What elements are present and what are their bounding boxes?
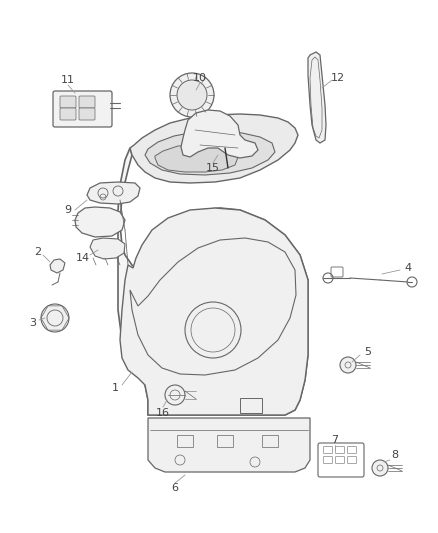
Text: 16: 16 — [156, 408, 170, 418]
Text: 7: 7 — [332, 435, 339, 445]
Polygon shape — [75, 207, 125, 237]
Circle shape — [177, 80, 207, 110]
Polygon shape — [155, 145, 238, 172]
FancyBboxPatch shape — [60, 108, 76, 120]
Circle shape — [372, 460, 388, 476]
Polygon shape — [148, 418, 310, 472]
Circle shape — [41, 304, 69, 332]
Text: 6: 6 — [172, 483, 179, 493]
Polygon shape — [181, 110, 258, 158]
Text: 14: 14 — [76, 253, 90, 263]
FancyBboxPatch shape — [79, 108, 95, 120]
FancyBboxPatch shape — [60, 96, 76, 108]
Text: 1: 1 — [112, 383, 119, 393]
Circle shape — [340, 357, 356, 373]
Polygon shape — [90, 238, 125, 259]
Text: 8: 8 — [392, 450, 399, 460]
Text: 3: 3 — [29, 318, 36, 328]
Text: 12: 12 — [331, 73, 345, 83]
Text: 11: 11 — [61, 75, 75, 85]
Polygon shape — [50, 259, 65, 273]
Polygon shape — [120, 208, 308, 415]
Circle shape — [165, 385, 185, 405]
Text: 2: 2 — [35, 247, 42, 257]
Circle shape — [170, 73, 214, 117]
Text: 9: 9 — [64, 205, 71, 215]
Polygon shape — [130, 114, 298, 183]
Text: 15: 15 — [206, 163, 220, 173]
Polygon shape — [308, 52, 326, 143]
Polygon shape — [145, 131, 275, 175]
Text: 5: 5 — [364, 347, 371, 357]
Text: 10: 10 — [193, 73, 207, 83]
Text: 4: 4 — [404, 263, 412, 273]
FancyBboxPatch shape — [79, 96, 95, 108]
Polygon shape — [87, 182, 140, 204]
FancyBboxPatch shape — [53, 91, 112, 127]
Polygon shape — [118, 148, 308, 415]
